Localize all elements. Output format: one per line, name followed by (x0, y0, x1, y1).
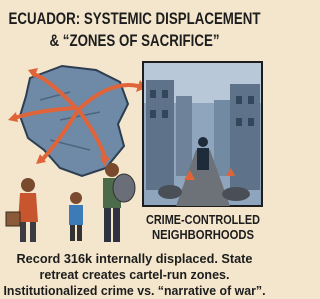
panel-caption: CRIME-CONTROLLED (146, 212, 260, 227)
body-line: retreat creates cartel-run zones. (40, 267, 230, 282)
neighborhood-panel (143, 62, 262, 206)
title-line: & “ZONES OF SACRIFICE” (50, 31, 220, 50)
infographic: ECUADOR: SYSTEMIC DISPLACEMENT & “ZONES … (0, 0, 269, 299)
panel-caption: NEIGHBORHOODS (152, 227, 254, 242)
title-line: ECUADOR: SYSTEMIC DISPLACEMENT (9, 9, 261, 28)
body-line: Record 316k internally displaced. State (17, 251, 253, 266)
body-line: Institutionalized crime vs. “narrative o… (4, 283, 266, 298)
